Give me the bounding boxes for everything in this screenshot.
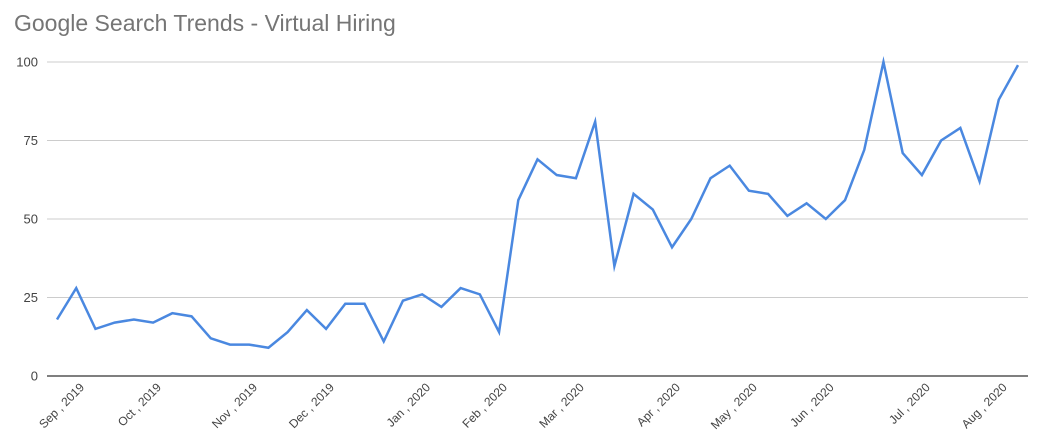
data-point	[650, 207, 656, 213]
data-point	[342, 301, 348, 307]
data-point	[285, 329, 291, 335]
data-point	[823, 216, 829, 222]
data-point	[554, 172, 560, 178]
data-point	[458, 285, 464, 291]
data-point	[880, 59, 886, 65]
x-tick-label: Feb , 2020	[459, 380, 510, 431]
data-point	[265, 345, 271, 351]
data-point	[938, 138, 944, 144]
y-tick-label: 50	[24, 212, 38, 227]
data-point	[842, 197, 848, 203]
data-point	[900, 150, 906, 156]
data-point	[92, 326, 98, 332]
data-point	[688, 216, 694, 222]
x-tick-label: Mar , 2020	[536, 380, 587, 431]
data-point	[573, 175, 579, 181]
data-point	[535, 156, 541, 162]
data-point	[746, 188, 752, 194]
data-point	[727, 163, 733, 169]
x-tick-label: Sep , 2019	[36, 380, 87, 431]
data-point	[1015, 62, 1021, 68]
x-tick-label: Dec , 2019	[286, 380, 337, 431]
data-point	[669, 244, 675, 250]
y-tick-label: 100	[16, 55, 38, 70]
data-point	[304, 307, 310, 313]
y-tick-label: 0	[31, 369, 38, 384]
data-point	[169, 310, 175, 316]
data-point	[419, 291, 425, 297]
data-point	[765, 191, 771, 197]
data-point	[861, 147, 867, 153]
data-point	[227, 342, 233, 348]
data-point	[496, 329, 502, 335]
data-point	[977, 178, 983, 184]
data-point	[919, 172, 925, 178]
data-point	[131, 316, 137, 322]
data-point	[804, 200, 810, 206]
data-point	[381, 338, 387, 344]
data-point	[957, 125, 963, 131]
x-tick-label: Nov , 2019	[209, 380, 260, 431]
gridlines	[47, 61, 1028, 377]
x-tick-label: Aug , 2020	[959, 380, 1010, 431]
data-point	[477, 291, 483, 297]
data-point	[631, 191, 637, 197]
x-tick-label: May , 2020	[708, 380, 760, 432]
data-point	[189, 313, 195, 319]
y-tick-label: 75	[24, 133, 38, 148]
data-point	[208, 335, 214, 341]
y-axis-ticks: 0 25 50 75 100	[16, 55, 38, 384]
data-point	[438, 304, 444, 310]
data-point	[54, 316, 60, 322]
series-layer	[54, 56, 1021, 351]
data-point	[400, 298, 406, 304]
data-point	[592, 119, 598, 125]
x-tick-label: Jun , 2020	[787, 380, 837, 430]
data-point	[996, 97, 1002, 103]
x-tick-label: Apr , 2020	[634, 380, 683, 429]
x-axis-ticks: Sep , 2019 Oct , 2019 Nov , 2019 Dec , 2019…	[36, 380, 1010, 432]
data-point	[515, 197, 521, 203]
data-point	[707, 175, 713, 181]
data-point	[362, 301, 368, 307]
data-point	[611, 263, 617, 269]
data-point	[784, 213, 790, 219]
series-line	[55, 56, 1020, 350]
data-point	[112, 320, 118, 326]
chart-title: Google Search Trends - Virtual Hiring	[14, 10, 396, 36]
data-point	[246, 342, 252, 348]
data-point	[73, 285, 79, 291]
data-point	[323, 326, 329, 332]
data-point	[150, 320, 156, 326]
y-tick-label: 25	[24, 290, 38, 305]
x-tick-label: Jul , 2020	[886, 380, 933, 427]
x-tick-label: Oct , 2019	[115, 380, 164, 429]
x-tick-label: Jan , 2020	[384, 380, 434, 430]
